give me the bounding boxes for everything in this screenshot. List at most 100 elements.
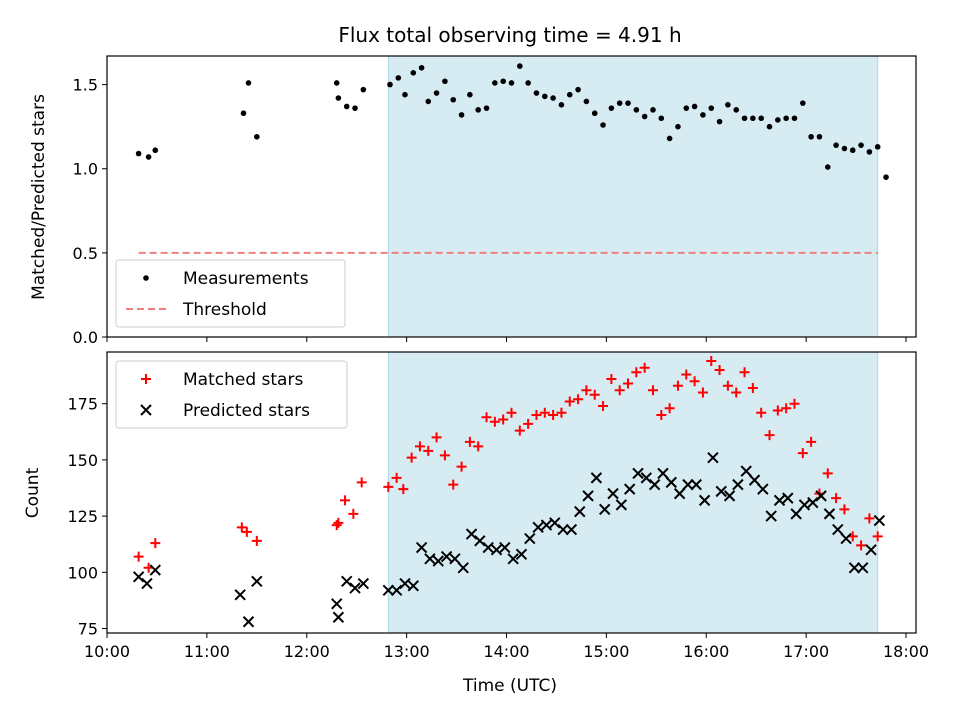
matched-point xyxy=(489,416,500,427)
matched-point xyxy=(656,409,667,420)
predicted-point xyxy=(532,521,544,534)
predicted-point xyxy=(382,584,395,596)
measurement-point xyxy=(591,110,598,117)
measurement-point xyxy=(352,105,358,111)
matched-point xyxy=(539,407,550,418)
predicted-point xyxy=(432,555,444,567)
matched-point xyxy=(764,430,775,441)
legend-box xyxy=(115,360,348,429)
measurement-point xyxy=(708,105,715,111)
predicted-point xyxy=(399,577,411,590)
predicted-point xyxy=(457,562,469,574)
measurement-point xyxy=(833,142,839,148)
predicted-point xyxy=(499,541,511,554)
predicted-point xyxy=(798,499,811,511)
x-tick-label: 14:00 xyxy=(483,642,529,661)
measurement-point xyxy=(475,107,482,113)
plot-frame xyxy=(106,351,917,634)
matched-point xyxy=(456,461,467,472)
predicted-point xyxy=(840,532,852,545)
matched-point xyxy=(133,551,144,562)
measurement-point xyxy=(254,133,260,140)
matched-point xyxy=(481,412,492,423)
y-tick-label: 0.5 xyxy=(73,244,98,263)
measurement-point xyxy=(733,107,740,113)
plot-frame xyxy=(106,55,917,338)
measurement-point xyxy=(333,80,340,86)
matched-point xyxy=(772,405,783,416)
predicted-point xyxy=(673,487,686,500)
measurement-point xyxy=(675,123,681,130)
predicted-point xyxy=(873,514,886,527)
measurement-point xyxy=(608,105,615,111)
matched-point xyxy=(739,367,750,378)
matched-point xyxy=(498,414,509,425)
matched-point xyxy=(797,448,808,459)
measurement-point xyxy=(625,100,631,106)
matched-point xyxy=(689,376,700,387)
matched-point xyxy=(340,495,351,506)
matched-point xyxy=(448,479,459,490)
x-tick-label: 15:00 xyxy=(583,642,629,661)
matched-point xyxy=(464,436,475,447)
measurement-point xyxy=(766,123,773,130)
measurement-point xyxy=(775,117,781,123)
matched-point xyxy=(647,385,658,396)
measurement-point xyxy=(541,93,548,100)
x-tick-label: 13:00 xyxy=(384,642,430,661)
measurement-point xyxy=(758,115,764,122)
predicted-point xyxy=(665,476,678,489)
measurement-point xyxy=(741,115,748,122)
measurement-point xyxy=(387,81,393,88)
y-tick-label: 1.0 xyxy=(73,160,98,179)
matched-point xyxy=(150,538,161,549)
matched-point xyxy=(747,382,758,393)
measurement-point xyxy=(335,95,342,101)
measurement-point xyxy=(800,100,806,106)
predicted-point xyxy=(390,584,403,596)
measurement-point xyxy=(808,133,814,140)
measurement-point xyxy=(533,90,540,96)
matched-point xyxy=(331,520,342,531)
measurement-point xyxy=(866,149,873,155)
legend-label: Matched stars xyxy=(183,370,303,390)
measurement-point xyxy=(508,80,515,86)
measurement-point xyxy=(360,86,367,93)
measurement-point xyxy=(650,107,656,113)
predicted-point xyxy=(690,478,702,491)
predicted-point xyxy=(648,478,661,491)
measurement-point xyxy=(633,107,640,113)
matched-point xyxy=(664,403,675,414)
measurement-point xyxy=(566,91,573,98)
predicted-point xyxy=(132,571,145,583)
x-tick-label: 17:00 xyxy=(783,642,829,661)
y-tick-label: 1.5 xyxy=(73,76,98,95)
ratio-panel: 0.0 0.5 1.0 1.5 Measurements Threshold xyxy=(73,55,917,347)
matched-point xyxy=(236,522,247,533)
matched-point xyxy=(406,452,417,463)
measurement-point xyxy=(750,115,756,122)
matched-point xyxy=(606,373,617,384)
legend-predicted-marker xyxy=(140,404,152,416)
legend-label: Predicted stars xyxy=(183,401,310,421)
predicted-point xyxy=(857,562,869,574)
matched-point xyxy=(872,531,883,542)
predicted-point xyxy=(657,467,669,480)
measurement-point xyxy=(433,90,440,96)
matched-point xyxy=(564,396,575,407)
predicted-point xyxy=(615,499,628,511)
measurement-point xyxy=(152,147,159,154)
measurement-point xyxy=(783,115,789,122)
matched-point xyxy=(398,484,409,495)
matched-point xyxy=(614,385,625,396)
predicted-point xyxy=(465,528,478,540)
predicted-point xyxy=(557,523,569,536)
measurement-point xyxy=(583,98,590,105)
predicted-point xyxy=(407,580,419,592)
predicted-point xyxy=(474,535,486,547)
measurement-point xyxy=(425,98,432,105)
predicted-point xyxy=(823,508,836,520)
predicted-point xyxy=(357,577,370,590)
matched-point xyxy=(414,441,425,452)
predicted-point xyxy=(782,492,794,504)
